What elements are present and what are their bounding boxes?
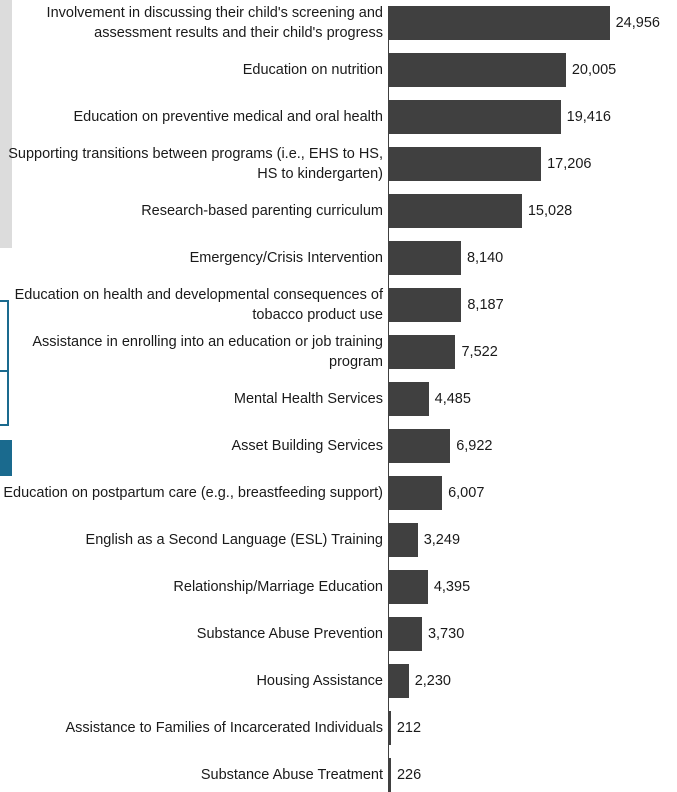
category-label: Involvement in discussing their child's … [46,5,383,41]
category-label: Emergency/Crisis Intervention [189,250,383,266]
category-label: Asset Building Services [231,438,383,454]
value-label: 15,028 [527,203,573,219]
bar [389,335,456,369]
value-label: 7,522 [461,344,498,360]
category-label: Education on preventive medical and oral… [73,109,383,125]
bar [389,476,443,510]
side-input-box[interactable] [0,300,9,426]
category-label: Supporting transitions between programs … [8,146,383,182]
bar [389,288,462,322]
bar [389,53,566,87]
value-label: 3,730 [427,626,465,642]
value-label: 4,395 [433,579,471,595]
category-label: Substance Abuse Prevention [196,626,383,642]
category-label: Housing Assistance [256,673,383,689]
bar [389,100,561,134]
value-label: 20,005 [571,62,617,78]
category-label: Relationship/Marriage Education [173,579,383,595]
value-label: 6,007 [448,485,485,501]
category-label: Substance Abuse Treatment [200,767,383,783]
category-axis-line [388,6,389,792]
value-label: 4,485 [434,391,471,407]
category-label: English as a Second Language (ESL) Train… [85,532,383,548]
value-label: 212 [396,720,422,736]
value-label: 226 [396,767,422,783]
bar [389,711,391,745]
side-box-divider [0,370,9,372]
value-label: 6,922 [456,438,493,454]
value-label: 3,249 [423,532,461,548]
category-label: Education on health and developmental co… [14,287,383,323]
value-label: 19,416 [566,109,611,125]
value-label: 24,956 [615,15,660,31]
value-label: 17,206 [547,156,592,172]
bar [389,570,428,604]
bar [389,147,542,181]
bar [389,523,418,557]
bar [389,382,429,416]
bar [389,194,522,228]
category-label: Research-based parenting curriculum [141,203,383,219]
category-label: Assistance in enrolling into an educatio… [32,334,383,370]
category-label: Education on postpartum care (e.g., brea… [3,485,383,501]
category-label: Assistance to Families of Incarcerated I… [65,720,383,736]
value-label: 8,187 [467,297,504,313]
bar [389,429,451,463]
value-label: 8,140 [466,250,504,266]
bar [389,758,391,792]
side-panel-strip [0,0,12,248]
value-label: 2,230 [414,673,451,689]
category-label: Education on nutrition [242,62,383,78]
bar [389,6,610,40]
side-button[interactable] [0,440,12,476]
bar [389,617,422,651]
bar [389,664,409,698]
category-label: Mental Health Services [233,391,383,407]
bar [389,241,461,275]
